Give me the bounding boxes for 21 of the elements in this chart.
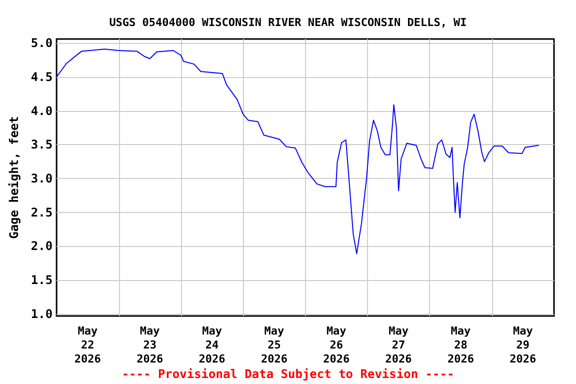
y-axis-title: Gage height, feet — [7, 116, 21, 239]
text: ---- Provisional Data Subject to Revision ---- — [122, 367, 454, 381]
y-tick-label: 1.0 — [30, 306, 53, 321]
x-tick-label: May 25 2026 — [260, 324, 288, 366]
y-tick-label: 4.5 — [30, 70, 53, 84]
y-tick-label: 2.5 — [30, 205, 53, 220]
y-tick-label: 3.5 — [30, 138, 53, 152]
x-tick-label: May 26 2026 — [323, 324, 350, 366]
y-tick-label: 1.5 — [30, 273, 53, 288]
chart-title: USGS 05404000 WISCONSIN RIVER NEAR WISCONSIN DELLS, WI — [109, 16, 467, 29]
y-tick-label: 2.0 — [30, 239, 53, 254]
x-tick-label: May 24 2026 — [198, 324, 226, 366]
x-tick-label: May 27 2026 — [385, 324, 412, 366]
y-tick-label: 5.0 — [30, 36, 53, 50]
x-tick-label: May 23 2026 — [136, 324, 164, 366]
y-tick-label: 4.0 — [30, 104, 53, 118]
line-series — [56, 48, 539, 254]
x-tick-label: May 28 2026 — [447, 324, 474, 366]
x-tick-label: May 22 2026 — [74, 324, 102, 366]
x-tick-label: May 29 2026 — [510, 324, 537, 366]
y-tick-label: 3.0 — [30, 172, 53, 186]
